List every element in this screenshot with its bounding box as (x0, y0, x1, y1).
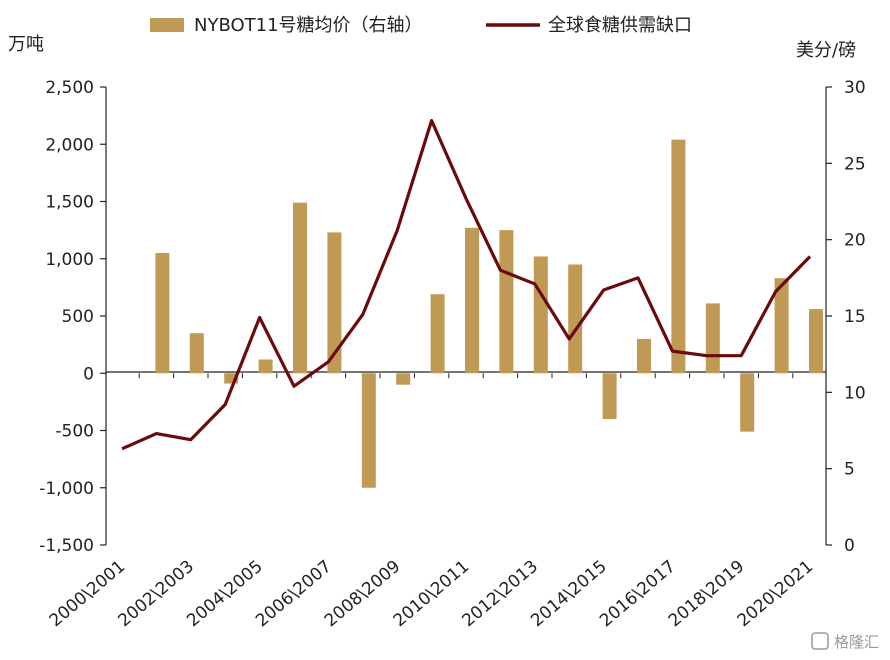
right-tick-label: 0 (844, 536, 855, 556)
left-tick-label: 2,500 (45, 78, 94, 98)
bar (637, 338, 651, 374)
right-axis-unit: 美分/磅 (796, 40, 856, 61)
bar (361, 373, 376, 488)
bar (293, 202, 307, 374)
legend: NYBOT11号糖均价（右轴） 全球食糖供需缺口 (150, 15, 692, 36)
left-tick-label: 1,500 (45, 193, 94, 213)
left-tick-label: 500 (62, 307, 94, 327)
line-series (121, 118, 812, 451)
bar (465, 227, 479, 374)
bar (809, 309, 823, 374)
left-tick-label: 0 (83, 364, 94, 384)
bar (396, 373, 411, 385)
watermark-logo-icon (811, 632, 829, 650)
right-axis-ticks: 30 25 20 15 10 5 0 (826, 78, 866, 556)
bar-series (155, 139, 823, 488)
legend-swatch-bar (150, 18, 184, 32)
bar (258, 359, 273, 374)
bar (774, 278, 789, 374)
legend-label-line: 全球食糖供需缺口 (548, 15, 692, 36)
left-tick-label: 2,000 (45, 135, 94, 155)
bar (155, 253, 170, 374)
right-tick-label: 25 (844, 154, 866, 174)
right-tick-label: 5 (844, 460, 855, 480)
category-label: 2020\2021 (734, 557, 818, 632)
right-tick-label: 15 (844, 307, 866, 327)
bar (671, 139, 686, 374)
bar (533, 256, 548, 374)
bar (224, 373, 239, 384)
bar (705, 303, 720, 374)
bar (499, 230, 514, 374)
right-tick-label: 30 (844, 78, 866, 98)
left-tick-label: -1,500 (39, 536, 94, 556)
legend-label-bar: NYBOT11号糖均价（右轴） (194, 15, 423, 36)
category-labels: 2000\20012002\20032004\20052006\20072008… (46, 557, 818, 632)
left-tick-label: -1,000 (39, 479, 94, 499)
left-tick-label: -500 (55, 422, 94, 442)
left-axis-ticks: 2,500 2,000 1,500 1,000 500 0 -500 -1,000 -1,500 (39, 78, 794, 556)
right-tick-label: 20 (844, 231, 866, 251)
bar (740, 373, 755, 432)
left-axis-unit: 万吨 (8, 34, 44, 55)
bar (327, 232, 342, 374)
bar (568, 264, 583, 374)
right-tick-label: 10 (844, 383, 866, 403)
watermark-text: 格隆汇 (834, 633, 879, 651)
bar (189, 333, 204, 374)
bar (430, 294, 445, 374)
bar (602, 373, 617, 420)
watermark: 格隆汇 (811, 632, 879, 651)
left-tick-label: 1,000 (45, 250, 94, 270)
